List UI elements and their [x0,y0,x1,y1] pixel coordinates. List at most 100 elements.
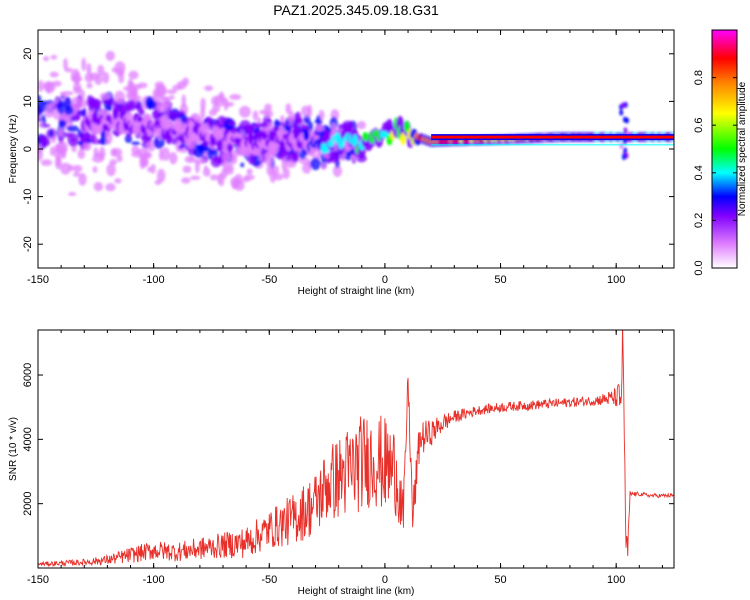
spectrogram-blob [248,157,255,165]
spectrogram-blob [105,50,115,62]
spectrogram-x-tick-label: 100 [607,274,625,286]
spectrogram-blob [116,155,123,162]
spectrogram-burst [623,147,628,154]
snr-y-tick-label: 4000 [22,427,34,451]
spectrogram-blob [49,129,55,138]
snr-x-tick-label: -150 [27,574,49,586]
spectrogram-blob [264,152,274,167]
spectrogram-blob [169,151,178,165]
spectrogram-blob [43,81,54,91]
spectrogram-blob [72,164,83,173]
spectrogram-blob [114,178,122,184]
spectrogram-blob [67,132,79,147]
spectrogram-blob [132,87,138,97]
spectrogram-blob [67,164,74,172]
spectrogram-blob [239,120,251,132]
spectrogram-y-tick-label: 20 [22,48,34,60]
spectrogram-blob [246,168,253,175]
spectrogram-blob [39,134,44,144]
spectrogram-burst [621,102,626,109]
spectrogram-blob [180,141,185,149]
spectrogram-blob [193,144,205,159]
spectrogram-blob [288,110,295,125]
spectrogram-blob [40,159,53,166]
colorbar-tick-label: 0.2 [693,213,705,228]
spectrogram-blob [238,105,251,118]
spectrogram-burst [621,154,626,161]
spectrogram-blob [332,165,343,178]
spectrogram-blob [204,85,214,92]
spectrogram-blob [266,164,274,176]
spectrogram-blob [127,78,134,89]
spectrogram-blob [123,86,135,92]
spectrogram-blob [114,90,126,104]
spectrogram-blob [272,165,280,176]
spectrogram-blob [206,146,214,160]
spectrogram-blob [92,166,98,173]
spectrogram-y-tick-label: -20 [22,236,34,252]
spectrogram-blob [56,99,65,114]
snr-x-tick-label: 50 [494,574,506,586]
spectrogram-blob [227,120,236,126]
snr-x-ticks: -150 -100 -50 0 50 100 [27,330,663,586]
snr-y-tick-label: 6000 [22,363,34,387]
snr-x-tick-label: 100 [607,574,625,586]
spectrogram-blob [76,109,82,116]
spectrogram-blob [56,155,61,167]
spectrogram-x-tick-label: 0 [382,274,388,286]
spectrogram-blob [203,165,209,171]
spectrogram-blob [200,97,206,112]
snr-series-line [38,330,674,568]
spectrogram-ridge [403,120,410,133]
spectrogram-blob [63,96,72,111]
spectrogram-blob [39,121,44,128]
spectrogram-blob [106,163,116,177]
spectrogram-blob [66,125,79,132]
spectrogram-burst [623,127,628,134]
spectrogram-blob [136,104,144,113]
spectrogram-blob [146,139,156,152]
spectrogram-blob [310,157,321,171]
spectrogram-blob [161,147,171,161]
spectrogram-blob [264,103,272,112]
spectrogram-blob [240,162,245,168]
spectrogram-blob [182,77,190,86]
spectrogram-blob [181,177,191,184]
spectrogram-blob [102,71,110,84]
spectrogram-blob [285,103,292,114]
spectrogram-blob [181,94,187,108]
spectrogram-blob [42,138,51,147]
spectrogram-blob [168,110,181,121]
spectrogram-blob [281,157,287,171]
spectrogram-ridge [136,116,143,123]
spectrogram-blob [128,100,136,111]
spectrogram-blob [86,82,93,89]
spectrogram-blob [279,115,285,123]
spectrogram-blob [284,159,297,168]
spectrogram-ridge [226,142,233,153]
spectrogram-marks [38,50,674,197]
spectrogram-blob [49,71,59,78]
spectrogram-ridge [261,132,268,141]
spectrogram-blob [229,94,242,101]
spectrogram-blob [263,111,270,118]
colorbar-tick-label: 0.6 [693,118,705,133]
spectrogram-x-tick-label: -100 [143,274,165,286]
spectrogram-blob [223,97,229,111]
snr-y-axis-label: SNR (10 * v/v) [8,417,19,481]
spectrogram-blob [218,91,225,103]
spectrogram-blob [140,159,149,166]
spectrogram-blob [260,127,269,132]
spectrogram-blob [230,155,238,165]
spectrogram-blob [153,91,162,104]
spectrogram-blob [150,163,156,174]
spectrogram-ridge [351,134,358,147]
colorbar-label: Normalized spectral amplitude [737,81,748,216]
spectrogram-ridge [102,123,109,131]
spectrogram-y-ticks: -20 -10 0 10 20 [22,48,674,252]
spectrogram-y-axis-label: Frequency (Hz) [8,115,19,184]
spectrogram-blob [328,150,334,160]
spectrogram-blob [38,148,44,162]
spectrogram-ridge [247,132,254,145]
